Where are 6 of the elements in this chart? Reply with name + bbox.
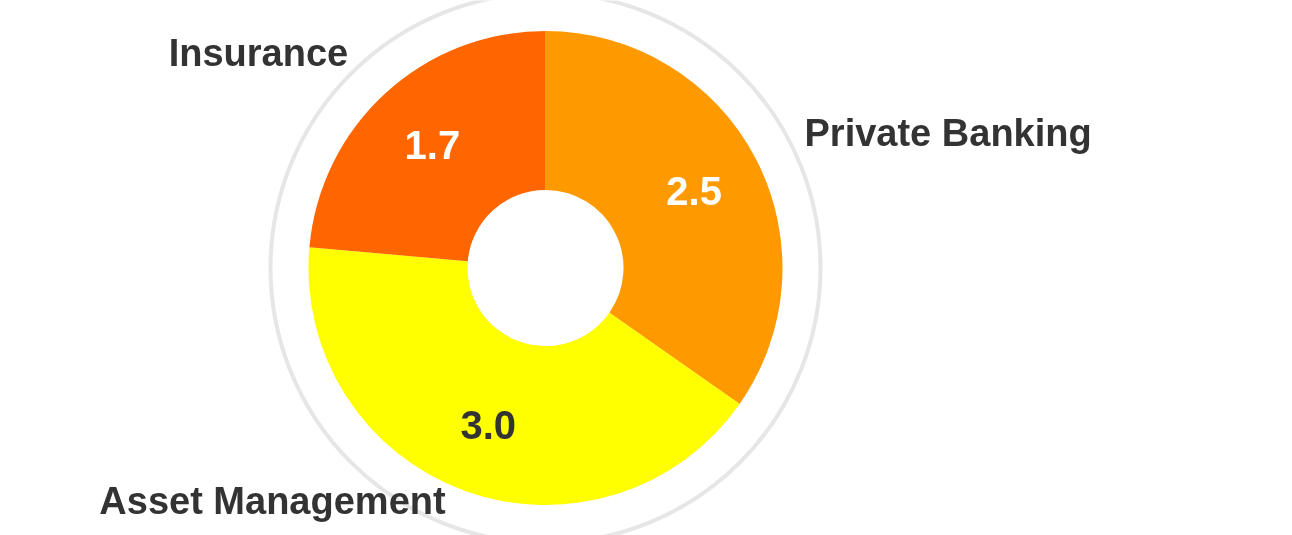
data-label: 1.7 bbox=[404, 122, 461, 167]
data-label: 2.5 bbox=[666, 168, 722, 213]
slice-label: Asset Management bbox=[99, 479, 446, 522]
data-label: 3.0 bbox=[460, 403, 517, 448]
slice-label: Private Banking bbox=[804, 112, 1092, 155]
slice-label: Insurance bbox=[168, 31, 349, 74]
